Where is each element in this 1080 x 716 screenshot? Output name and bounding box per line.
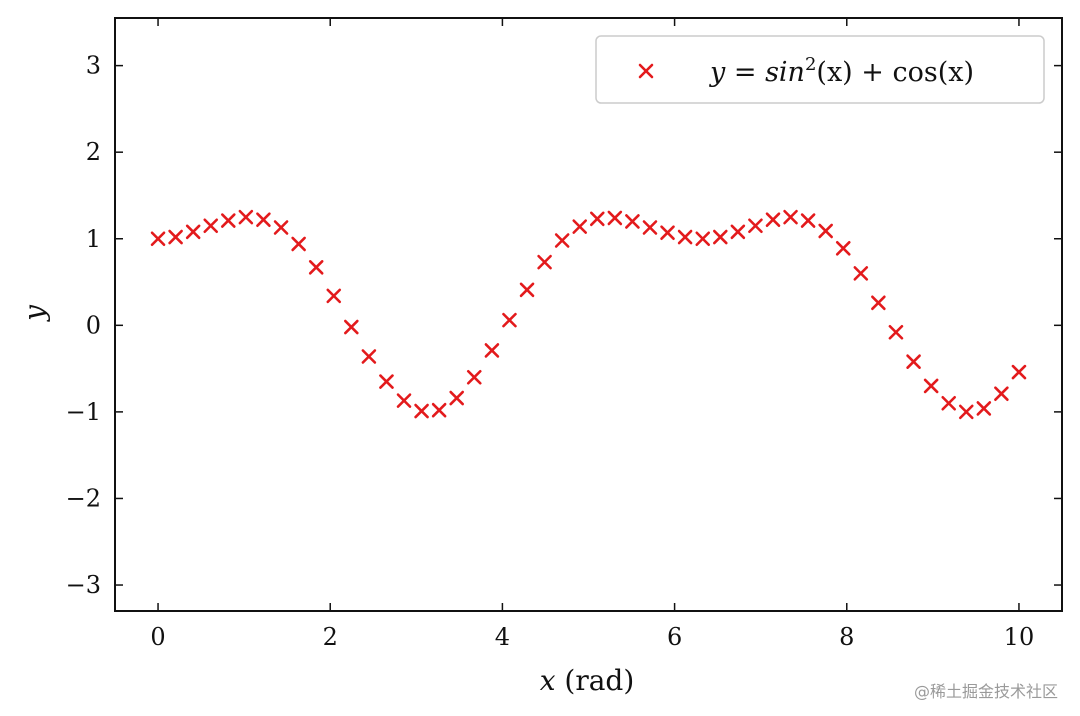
y-tick-label: −3 <box>66 571 101 599</box>
axis-ticks: 0 2 4 6 8 10 −3 −2 −1 0 1 2 3 <box>66 18 1062 651</box>
data-point <box>800 213 816 228</box>
data-point <box>888 324 904 340</box>
y-tick-label: −2 <box>66 484 101 512</box>
legend: y = sin2(x) + cos(x) <box>595 35 1045 104</box>
data-point <box>203 218 219 234</box>
data-point <box>572 219 588 234</box>
data-point <box>589 211 605 227</box>
y-tick-label: 0 <box>86 311 101 339</box>
data-point <box>607 210 623 226</box>
data-point <box>923 378 939 394</box>
data-point <box>677 229 693 245</box>
data-point <box>818 223 833 239</box>
data-point <box>642 220 658 235</box>
watermark: @稀土掘金技术社区 <box>913 682 1058 701</box>
data-point <box>185 224 201 240</box>
data-point <box>783 209 798 225</box>
data-point <box>941 395 957 411</box>
data-point <box>502 312 517 328</box>
data-point <box>695 231 711 247</box>
data-point <box>1011 364 1027 380</box>
data-point <box>379 374 394 389</box>
plot-frame <box>114 17 1063 612</box>
data-point <box>431 402 447 418</box>
data-point <box>466 369 482 385</box>
data-point <box>308 260 324 275</box>
x-axis-label: x (rad) <box>540 664 635 697</box>
data-point <box>150 231 166 247</box>
data-point <box>168 229 183 245</box>
data-point <box>361 349 377 364</box>
legend-label: y = sin2(x) + cos(x) <box>709 54 974 88</box>
data-point <box>414 403 429 419</box>
data-point <box>519 282 535 298</box>
legend-marker-x <box>638 63 654 79</box>
data-point <box>976 401 992 416</box>
x-tick-label: 10 <box>1004 623 1035 651</box>
data-point <box>326 288 342 304</box>
data-point <box>484 343 500 358</box>
data-point <box>906 354 921 369</box>
y-tick-label: 1 <box>86 225 101 253</box>
y-tick-label: 3 <box>86 52 101 80</box>
x-tick-label: 2 <box>323 623 338 651</box>
x-tick-label: 6 <box>667 623 682 651</box>
data-point <box>220 213 236 228</box>
data-point <box>537 254 552 270</box>
x-tick-label: 4 <box>495 623 510 651</box>
y-axis-label: y <box>18 304 51 323</box>
legend-box <box>595 35 1045 104</box>
data-point <box>625 214 640 229</box>
data-point <box>256 212 271 228</box>
data-point <box>853 266 869 281</box>
x-tick-label: 8 <box>839 623 854 651</box>
data-point <box>291 236 306 252</box>
data-point <box>765 212 781 228</box>
data-point <box>871 295 886 311</box>
data-point <box>396 393 412 408</box>
data-point <box>344 319 359 335</box>
data-point <box>748 218 763 234</box>
y-tick-label: 2 <box>86 138 101 166</box>
data-point <box>730 224 746 240</box>
data-point <box>994 386 1009 402</box>
data-point <box>958 404 974 420</box>
data-point <box>835 240 851 256</box>
data-points <box>150 209 1027 420</box>
legend-marker <box>638 63 654 79</box>
data-point <box>554 233 570 248</box>
data-point <box>449 390 464 406</box>
data-point <box>713 229 728 245</box>
x-tick-label: 0 <box>150 623 165 651</box>
data-point <box>273 220 289 235</box>
y-tick-label: −1 <box>66 398 101 426</box>
data-point <box>660 225 675 240</box>
data-point <box>238 209 254 225</box>
